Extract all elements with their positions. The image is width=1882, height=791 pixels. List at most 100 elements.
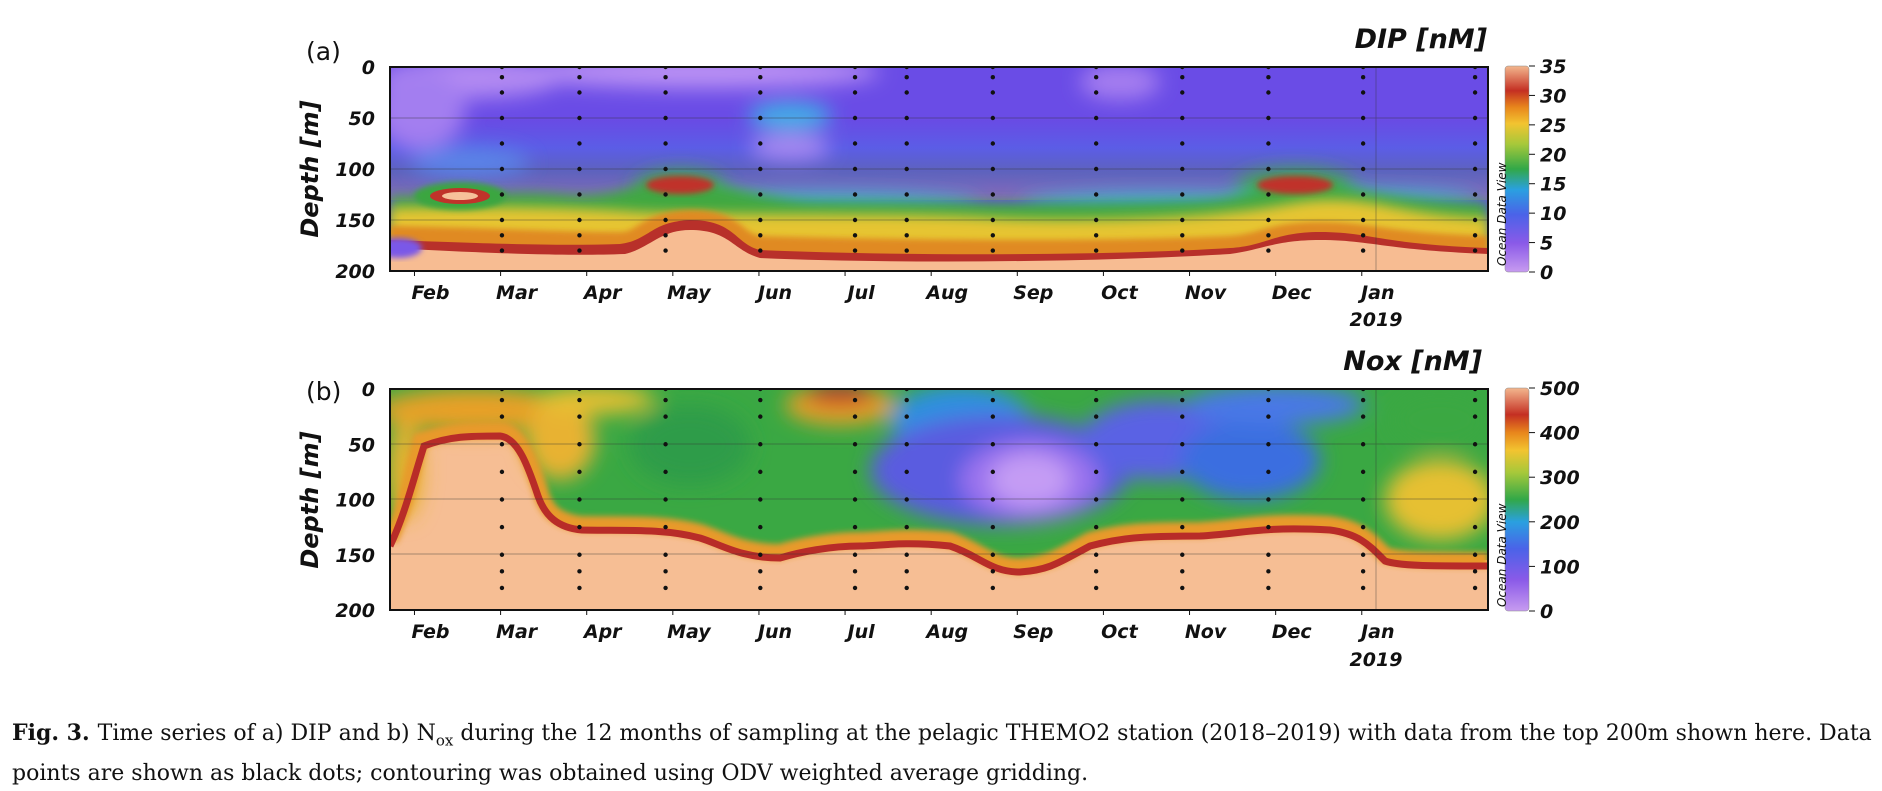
panel-label-b: (b) bbox=[306, 377, 341, 406]
sample-dot bbox=[904, 585, 909, 591]
sample-dot bbox=[499, 248, 505, 253]
sample-dots-b bbox=[499, 389, 1478, 591]
watermark-b: Ocean Data View bbox=[1495, 503, 1509, 607]
sample-dot bbox=[499, 397, 505, 403]
sample-dot bbox=[1266, 585, 1271, 591]
sample-dot bbox=[990, 397, 996, 403]
sample-dot bbox=[852, 524, 858, 530]
sample-dot bbox=[990, 524, 996, 530]
sample-dot bbox=[499, 552, 505, 557]
sample-dot bbox=[663, 90, 668, 95]
sample-dot bbox=[1180, 569, 1185, 574]
sample-dot bbox=[1093, 497, 1099, 502]
sample-dot bbox=[758, 192, 763, 197]
sample-dot bbox=[577, 141, 582, 146]
sample-dot bbox=[904, 141, 909, 146]
sample-dot bbox=[758, 569, 763, 574]
sample-dot bbox=[577, 90, 582, 95]
y-tick-label: 50 bbox=[349, 434, 375, 456]
sample-dot bbox=[904, 442, 909, 447]
y-tick-label: 50 bbox=[349, 108, 375, 130]
sample-dot bbox=[1093, 585, 1099, 591]
sample-dot bbox=[1360, 569, 1366, 574]
sample-dot bbox=[904, 524, 909, 530]
sample-dot bbox=[1093, 414, 1099, 419]
sample-dot bbox=[852, 233, 858, 238]
sample-dot bbox=[663, 192, 668, 197]
sample-dot bbox=[1180, 414, 1185, 419]
caption-text-pre: Time series of a) DIP and b) N bbox=[97, 721, 436, 746]
sample-dot bbox=[1093, 233, 1099, 238]
y-ticks-a: 0 50 100 150 200 bbox=[335, 57, 375, 283]
y-tick-label: 0 bbox=[362, 379, 375, 401]
sample-dot bbox=[1360, 248, 1366, 253]
sample-dot bbox=[852, 248, 858, 253]
sample-dot bbox=[852, 90, 858, 95]
x-tick-label: Aug bbox=[924, 621, 968, 643]
sample-dot bbox=[1266, 90, 1271, 95]
sample-dot bbox=[904, 217, 909, 223]
colorbar-tick-label: 300 bbox=[1540, 467, 1580, 489]
sample-dot bbox=[1266, 192, 1271, 197]
sample-dot bbox=[577, 397, 582, 403]
sample-dot bbox=[663, 569, 668, 574]
sample-dot bbox=[499, 75, 505, 80]
sample-dot bbox=[1472, 524, 1478, 530]
sample-dot bbox=[1360, 90, 1366, 95]
sample-dot bbox=[577, 569, 582, 574]
sample-dot bbox=[1180, 166, 1185, 172]
sample-dot bbox=[758, 552, 763, 557]
panel-title-a: DIP [nM] bbox=[1355, 24, 1488, 55]
colorbar-b: 0 100 200 300 400 500 Ocean Data View bbox=[1495, 378, 1580, 623]
sample-dot bbox=[758, 166, 763, 172]
sample-dot bbox=[499, 497, 505, 502]
sample-dot bbox=[1360, 233, 1366, 238]
x-tick-label: Sep bbox=[1013, 282, 1053, 304]
colorbar-tick-label: 500 bbox=[1540, 378, 1580, 400]
sample-dot bbox=[577, 115, 582, 121]
sample-dot bbox=[990, 248, 996, 253]
y-tick-label: 200 bbox=[335, 600, 375, 622]
y-ticks-b: 0 50 100 150 200 bbox=[335, 379, 375, 622]
sample-dot bbox=[1266, 414, 1271, 419]
x-tick-label: Jan bbox=[1357, 282, 1394, 304]
sample-dot bbox=[499, 90, 505, 95]
x-ticks-b: Feb Mar Apr May Jun Jul Aug Sep Oct Nov Dec Jan bbox=[411, 610, 1394, 643]
sample-dot bbox=[577, 166, 582, 172]
sample-dot bbox=[1472, 497, 1478, 502]
sample-dot bbox=[852, 497, 858, 502]
sample-dot bbox=[577, 585, 582, 591]
sample-dot bbox=[1266, 524, 1271, 530]
x-tick-label: Nov bbox=[1185, 282, 1227, 304]
x-tick-label: Sep bbox=[1013, 621, 1053, 643]
sample-dot bbox=[1266, 233, 1271, 238]
sample-dot bbox=[663, 248, 668, 253]
y-axis-label-a: Depth [m] bbox=[296, 100, 324, 237]
sample-dot bbox=[1472, 442, 1478, 447]
x-tick-label: Jan bbox=[1357, 621, 1394, 643]
sample-dot bbox=[1360, 497, 1366, 502]
x-tick-label: Jun bbox=[754, 621, 792, 643]
colorbar-tick-label: 400 bbox=[1539, 423, 1580, 445]
sample-dot bbox=[499, 115, 505, 121]
sample-dot bbox=[1180, 90, 1185, 95]
sample-dot bbox=[758, 217, 763, 223]
sample-dot bbox=[1472, 141, 1478, 146]
sample-dot bbox=[1093, 90, 1099, 95]
sample-dot bbox=[990, 141, 996, 146]
grid-a bbox=[390, 67, 1488, 271]
x-tick-label: Jun bbox=[754, 282, 792, 304]
sample-dot bbox=[990, 75, 996, 80]
year-label-a: 2019 bbox=[1350, 309, 1403, 331]
sample-dot bbox=[663, 442, 668, 447]
y-tick-label: 200 bbox=[335, 261, 375, 283]
sample-dot bbox=[1360, 397, 1366, 403]
sample-dot bbox=[577, 248, 582, 253]
sample-dot bbox=[904, 414, 909, 419]
sample-dot bbox=[1472, 585, 1478, 591]
sample-dot bbox=[1093, 115, 1099, 121]
panel-b: (b) Nox [nM] Depth [m] bbox=[296, 346, 1580, 671]
sample-dot bbox=[990, 217, 996, 223]
grid-b bbox=[390, 389, 1488, 610]
sample-dot bbox=[1472, 192, 1478, 197]
